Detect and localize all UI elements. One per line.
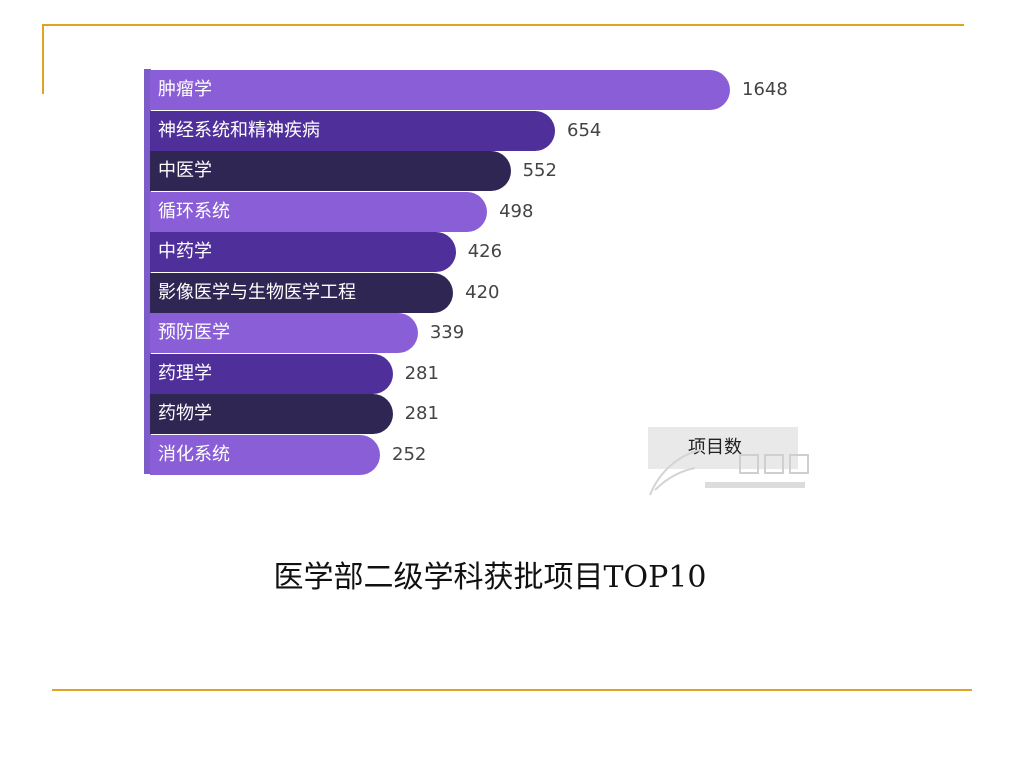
bar-value-label: 281 (404, 362, 439, 384)
bar-chart: 肿瘤学 1648 神经系统和精神疾病 654 中医学 552 循环系统 498 中药学 426 影像… (140, 65, 820, 485)
bar (150, 434, 380, 475)
bar-value-label: 498 (499, 200, 534, 222)
chart-caption: 医学部二级学科获批项目TOP10 (273, 560, 707, 595)
bar-value-label: 654 (567, 119, 602, 141)
watermark-logo (649, 449, 809, 496)
bar-value-label: 1648 (742, 79, 788, 100)
bar-row: 循环系统 498 (150, 191, 567, 232)
bar (150, 70, 730, 110)
bar-row: 药理学 281 (150, 353, 473, 394)
bar-value-label: 426 (467, 241, 503, 262)
bar (150, 110, 555, 151)
bar-value-label: 281 (404, 403, 439, 424)
bar-row: 神经系统和精神疾病 654 (150, 110, 635, 151)
bar-category-label: 消化系统 (158, 443, 230, 465)
bar-row: 消化系统 252 (150, 434, 460, 475)
bar-category-label: 中医学 (158, 160, 212, 181)
bar-row: 药物学 281 (150, 394, 473, 434)
bar (150, 353, 393, 394)
bar-category-label: 影像医学与生物医学工程 (158, 281, 356, 303)
bar-category-label: 药理学 (158, 362, 212, 384)
bar (150, 151, 511, 191)
bar-category-label: 肿瘤学 (158, 79, 212, 100)
bar-row: 影像医学与生物医学工程 420 (150, 272, 533, 313)
bar-value-label: 252 (392, 443, 427, 465)
bar-value-label: 552 (522, 160, 557, 181)
bar-value-label: 339 (429, 322, 465, 343)
bar-category-label: 中药学 (158, 241, 212, 262)
bar-row: 肿瘤学 1648 (150, 70, 810, 110)
bar (150, 232, 456, 272)
legend: 项目数 (648, 427, 798, 469)
bar-value-label: 420 (465, 281, 500, 303)
bottom-rule (52, 689, 972, 691)
top-rule (42, 24, 964, 26)
bar-category-label: 神经系统和精神疾病 (158, 119, 320, 141)
bar-category-label: 循环系统 (158, 200, 230, 222)
category-axis (144, 69, 151, 474)
bar-category-label: 预防医学 (158, 322, 230, 343)
bar-category-label: 药物学 (158, 403, 212, 424)
left-rule (42, 24, 44, 94)
bar-row: 预防医学 339 (150, 313, 498, 353)
legend-label: 项目数 (688, 437, 742, 458)
bar (150, 394, 393, 434)
bar-row: 中医学 552 (150, 151, 591, 191)
bar (150, 191, 488, 232)
bar-row: 中药学 426 (150, 232, 536, 272)
bar (150, 313, 418, 353)
bar (150, 272, 454, 313)
